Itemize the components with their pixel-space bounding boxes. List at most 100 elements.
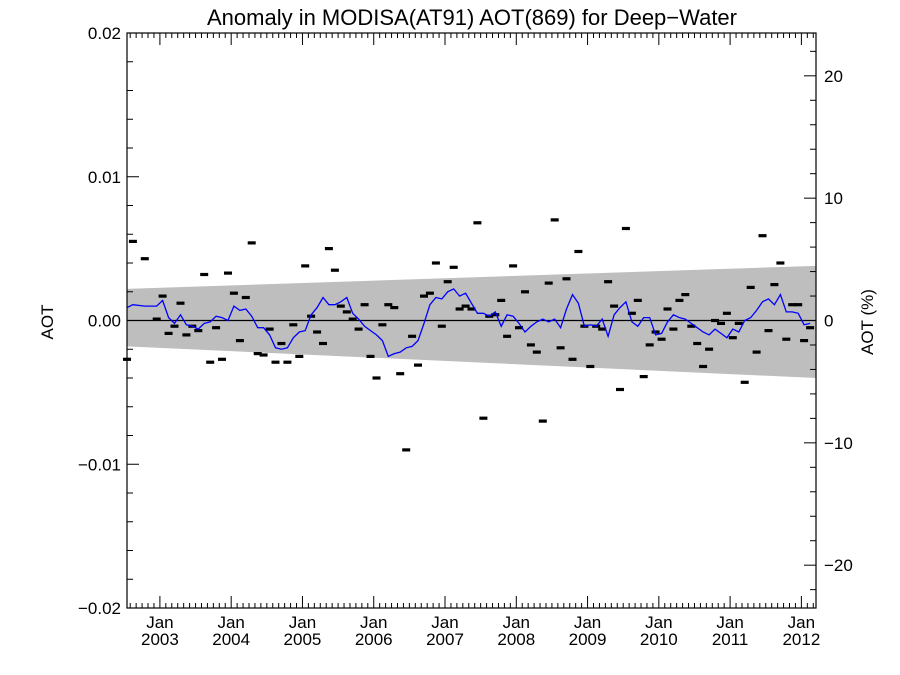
data-point bbox=[473, 221, 482, 225]
data-point bbox=[538, 419, 547, 423]
data-point bbox=[313, 330, 322, 334]
data-point bbox=[235, 339, 244, 343]
chart-title: Anomaly in MODISA(AT91) AOT(869) for Dee… bbox=[207, 5, 737, 30]
x-tick-label-month: Jan bbox=[360, 613, 387, 632]
x-tick-label-year: 2012 bbox=[782, 630, 820, 649]
data-point bbox=[663, 307, 672, 311]
data-point bbox=[170, 324, 179, 328]
data-point bbox=[651, 330, 660, 334]
y-axis-label: AOT bbox=[38, 305, 57, 340]
data-point bbox=[295, 354, 304, 358]
data-point bbox=[408, 334, 417, 338]
data-point bbox=[330, 268, 339, 272]
data-point bbox=[568, 357, 577, 361]
x-tick-label-month: Jan bbox=[645, 613, 672, 632]
data-point bbox=[455, 307, 464, 311]
data-point bbox=[693, 341, 702, 346]
data-point bbox=[800, 339, 809, 343]
y2-tick-label: 0 bbox=[824, 312, 833, 331]
data-point bbox=[681, 293, 690, 297]
y-tick-label: 0.01 bbox=[88, 168, 121, 187]
data-point bbox=[562, 277, 571, 281]
data-point bbox=[431, 261, 440, 265]
x-tick-label-year: 2007 bbox=[426, 630, 464, 649]
data-point bbox=[259, 353, 268, 357]
data-point bbox=[621, 226, 630, 231]
data-point bbox=[164, 331, 173, 335]
data-point bbox=[289, 323, 298, 327]
data-point bbox=[728, 336, 737, 340]
data-point bbox=[128, 239, 137, 243]
data-point bbox=[770, 283, 779, 287]
data-point bbox=[241, 295, 250, 300]
data-point bbox=[437, 324, 446, 328]
data-point bbox=[574, 249, 583, 254]
data-point bbox=[360, 303, 369, 307]
data-point bbox=[265, 327, 274, 331]
y2-tick-label: 20 bbox=[824, 67, 843, 86]
data-point bbox=[758, 234, 767, 238]
data-point bbox=[271, 360, 280, 364]
y2-tick-label: −10 bbox=[824, 434, 853, 453]
data-point bbox=[253, 352, 262, 356]
data-point bbox=[324, 247, 333, 251]
x-tick-label-month: Jan bbox=[716, 613, 743, 632]
data-point bbox=[497, 298, 506, 302]
data-point bbox=[734, 321, 743, 325]
data-point bbox=[342, 310, 351, 314]
data-point bbox=[176, 301, 185, 305]
data-point bbox=[776, 261, 785, 265]
x-tick-label-month: Jan bbox=[431, 613, 458, 632]
data-point bbox=[443, 280, 452, 284]
x-tick-label-year: 2003 bbox=[141, 630, 179, 649]
data-point bbox=[194, 329, 203, 333]
x-tick-label-year: 2008 bbox=[497, 630, 535, 649]
data-point bbox=[633, 298, 642, 302]
y2-tick-label: 10 bbox=[824, 189, 843, 208]
y2-axis-label: AOT (%) bbox=[858, 289, 877, 355]
data-point bbox=[788, 303, 797, 307]
data-point bbox=[604, 280, 613, 284]
x-tick-label-month: Jan bbox=[574, 613, 601, 632]
data-point bbox=[378, 323, 387, 327]
data-point bbox=[711, 318, 719, 323]
x-tick-label-month: Jan bbox=[217, 613, 244, 632]
data-point bbox=[384, 303, 393, 307]
data-point bbox=[627, 311, 636, 315]
x-tick-label-year: 2010 bbox=[640, 630, 678, 649]
data-point bbox=[212, 326, 221, 330]
data-point bbox=[657, 337, 666, 341]
data-point bbox=[396, 372, 405, 376]
data-point bbox=[491, 313, 500, 317]
data-point bbox=[319, 341, 327, 346]
data-point bbox=[402, 448, 411, 452]
data-point bbox=[782, 337, 791, 341]
data-point bbox=[425, 291, 434, 295]
data-point bbox=[586, 364, 595, 369]
data-point bbox=[645, 343, 654, 347]
data-point bbox=[301, 264, 310, 268]
data-point bbox=[420, 294, 428, 298]
x-tick-label-month: Jan bbox=[289, 613, 316, 632]
data-point bbox=[556, 346, 565, 350]
plot-area: 0.020.010.00−0.01−0.0220100−10−20Jan2003… bbox=[78, 24, 853, 649]
x-tick-label-month: Jan bbox=[788, 613, 815, 632]
data-point bbox=[509, 264, 518, 268]
data-point bbox=[224, 271, 232, 275]
data-point bbox=[740, 380, 749, 384]
data-point bbox=[158, 294, 167, 298]
data-point bbox=[503, 334, 512, 338]
data-point bbox=[247, 241, 256, 245]
data-point bbox=[598, 327, 607, 331]
data-point bbox=[669, 327, 678, 331]
data-point bbox=[336, 304, 345, 308]
data-point bbox=[218, 357, 226, 361]
data-point bbox=[283, 360, 292, 364]
data-point bbox=[200, 272, 209, 277]
data-point bbox=[348, 317, 357, 321]
data-point bbox=[229, 291, 238, 295]
data-point bbox=[764, 329, 773, 333]
data-point bbox=[479, 416, 488, 420]
series-line bbox=[126, 288, 811, 358]
